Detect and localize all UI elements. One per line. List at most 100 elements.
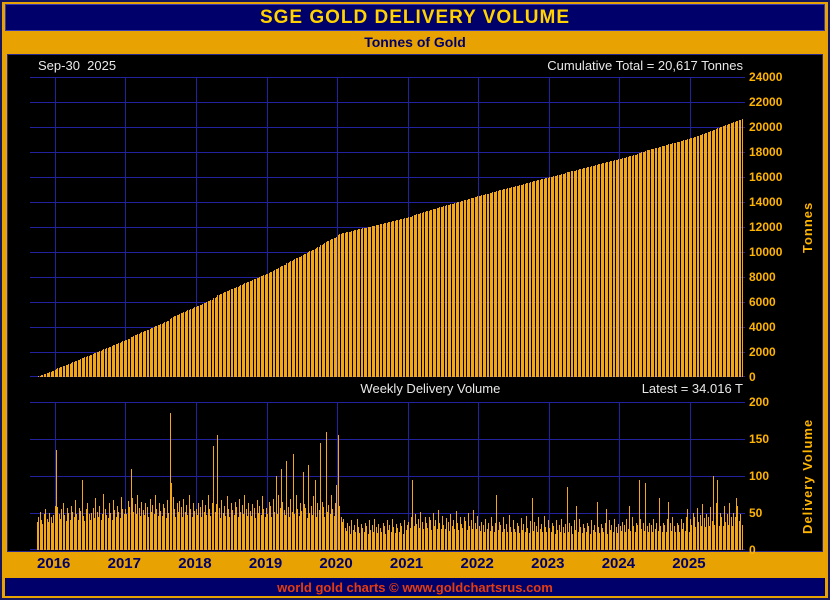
- cumulative-bar: [539, 179, 541, 377]
- cumulative-bar: [358, 229, 360, 377]
- weekly-bar: [156, 508, 158, 550]
- cumulative-bar: [156, 325, 158, 377]
- cumulative-bar: [593, 165, 595, 377]
- cumulative-bar: [478, 196, 480, 377]
- weekly-bar: [673, 525, 675, 550]
- weekly-bar: [118, 511, 120, 550]
- weekly-volume-label: Weekly Delivery Volume: [360, 381, 501, 396]
- weekly-bar: [508, 515, 510, 550]
- cumulative-bar: [202, 303, 204, 377]
- cumulative-bar: [56, 368, 58, 377]
- cumulative-bar: [282, 265, 284, 377]
- weekly-bar: [154, 495, 156, 550]
- weekly-bar: [210, 515, 212, 550]
- gridline-h: [30, 152, 745, 153]
- weekly-bar: [171, 483, 173, 550]
- cumulative-bar: [732, 122, 734, 377]
- cumulative-bar: [302, 254, 304, 377]
- weekly-bar: [725, 521, 727, 550]
- weekly-bar: [333, 515, 335, 550]
- cumulative-bar: [205, 302, 207, 377]
- weekly-bar: [382, 523, 384, 550]
- cumulative-bar: [725, 125, 727, 377]
- cumulative-bar: [186, 310, 188, 377]
- cumulative-bar: [196, 306, 198, 377]
- cumulative-bar: [660, 146, 662, 377]
- weekly-bar: [389, 524, 391, 550]
- cumulative-bar: [177, 314, 179, 377]
- weekly-bar: [595, 532, 597, 550]
- weekly-bar: [653, 518, 655, 550]
- cumulative-bar: [308, 251, 309, 377]
- weekly-bar: [592, 530, 594, 550]
- x-tick-label: 2017: [107, 555, 141, 572]
- cumulative-bar: [417, 213, 419, 377]
- weekly-bar: [408, 521, 410, 550]
- weekly-bar: [591, 520, 593, 550]
- cumulative-bar: [263, 275, 265, 377]
- cumulative-bar: [226, 291, 228, 377]
- weekly-bar: [447, 521, 449, 550]
- cumulative-bar: [152, 327, 154, 377]
- cumulative-bar: [345, 232, 347, 377]
- weekly-bar: [688, 531, 690, 550]
- weekly-bar: [581, 532, 583, 550]
- gridline-v: [548, 402, 550, 550]
- cumulative-bar: [198, 305, 200, 377]
- gridline-v: [337, 77, 338, 377]
- weekly-bar: [518, 525, 519, 550]
- weekly-bar: [316, 516, 318, 550]
- cumulative-bar: [271, 271, 273, 377]
- weekly-bar: [444, 528, 446, 550]
- weekly-bar: [286, 461, 288, 550]
- weekly-bar: [343, 518, 345, 550]
- date-annotation: Sep-30 2025: [38, 58, 117, 73]
- cumulative-bar: [585, 167, 587, 377]
- cumulative-bar: [88, 355, 90, 377]
- weekly-bar: [714, 524, 716, 550]
- weekly-bar: [378, 524, 380, 550]
- weekly-bar: [405, 530, 407, 550]
- cumulative-bar: [419, 213, 421, 377]
- weekly-bar: [144, 515, 146, 550]
- weekly-bar: [611, 524, 613, 550]
- cumulative-bar: [146, 329, 148, 377]
- weekly-bar: [242, 514, 244, 550]
- weekly-bar: [340, 516, 342, 550]
- weekly-bar: [539, 529, 541, 550]
- weekly-bar: [324, 517, 326, 550]
- weekly-bar: [619, 526, 621, 550]
- weekly-bar: [616, 532, 618, 550]
- weekly-bar: [76, 513, 78, 550]
- weekly-bar: [620, 530, 622, 550]
- weekly-bar: [244, 494, 246, 550]
- cumulative-bar: [685, 139, 687, 377]
- weekly-bar: [385, 533, 387, 550]
- weekly-bar: [402, 533, 404, 550]
- weekly-bar: [490, 517, 492, 550]
- cumulative-bar: [247, 282, 249, 377]
- weekly-bar: [182, 517, 184, 550]
- weekly-axis-title: Delivery Volume: [800, 418, 815, 534]
- cumulative-bar: [320, 245, 322, 377]
- title-bar: SGE GOLD DELIVERY VOLUME: [5, 4, 825, 31]
- cumulative-bar: [396, 220, 398, 377]
- weekly-bar: [363, 531, 365, 550]
- cumulative-bar: [706, 132, 708, 377]
- weekly-bar: [446, 518, 448, 550]
- weekly-bar: [650, 524, 652, 550]
- gridline-h: [30, 476, 745, 477]
- footer-bar: world gold charts © www.goldchartsrus.co…: [5, 578, 825, 596]
- weekly-bar: [95, 498, 97, 550]
- weekly-bar: [723, 506, 725, 550]
- weekly-bar: [457, 523, 459, 550]
- cumulative-bar: [721, 126, 723, 377]
- weekly-bar: [386, 520, 388, 550]
- weekly-y-axis: 0 50 100 150 200: [749, 396, 809, 556]
- cumulative-bar: [665, 145, 667, 377]
- weekly-bar: [677, 524, 679, 550]
- weekly-bar: [209, 508, 211, 550]
- cumulative-bar: [688, 138, 690, 377]
- weekly-bar: [173, 509, 175, 550]
- cumulative-bar: [221, 293, 223, 377]
